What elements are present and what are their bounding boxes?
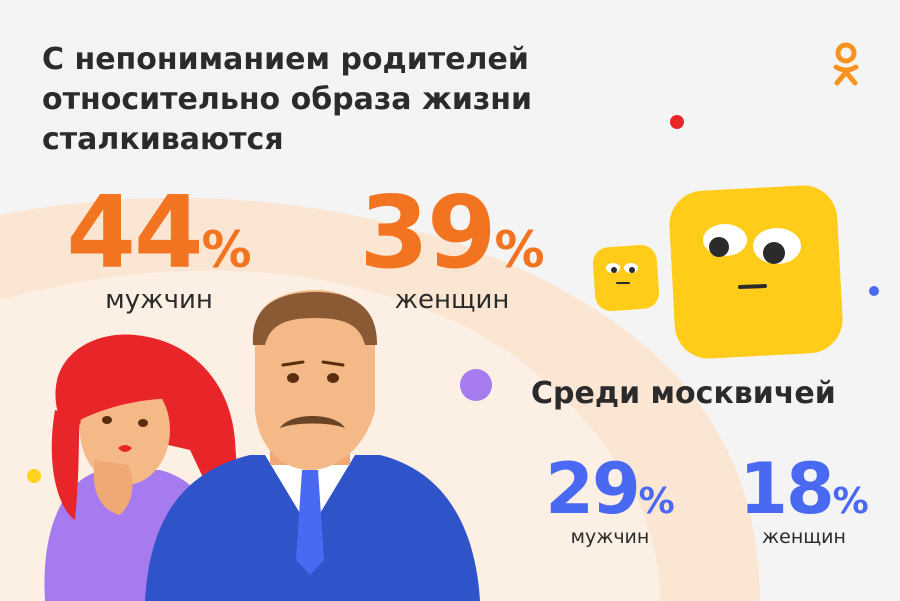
man-illustration <box>145 290 480 601</box>
percent-sign: % <box>201 221 252 279</box>
stat-men-value: 44 <box>66 174 203 291</box>
stat-women-value: 39 <box>359 174 496 291</box>
yellow-dot <box>27 469 41 483</box>
blue-dot <box>869 286 879 296</box>
stat-men-label: мужчин <box>105 285 213 315</box>
percent-sign: % <box>494 221 545 279</box>
headline: С непониманием родителей относительно об… <box>42 40 602 160</box>
stat-men-moscow: 29% мужчин <box>530 452 690 548</box>
headline-line-1: С непониманием родителей <box>42 42 529 77</box>
percent-sign: % <box>638 481 675 522</box>
percent-sign: % <box>832 481 869 522</box>
headline-line-2: относительно образа жизни <box>42 82 533 117</box>
stat-women-moscow: 18% женщин <box>734 452 874 548</box>
stat-men-overall: 44% мужчин <box>44 183 274 316</box>
moscow-title: Среди москвичей <box>531 376 836 411</box>
stat-men-moscow-label: мужчин <box>570 526 650 548</box>
small-yellow-square-mascot-icon <box>592 244 660 312</box>
yellow-square-mascot-icon <box>669 185 843 359</box>
purple-dot <box>460 369 492 401</box>
stat-women-moscow-label: женщин <box>762 526 846 548</box>
stat-women-moscow-value: 18 <box>739 448 834 530</box>
ok-logo-icon <box>833 42 859 86</box>
stat-women-overall: 39% женщин <box>352 183 552 316</box>
stat-men-moscow-value: 29 <box>545 448 640 530</box>
stat-women-label: женщин <box>394 285 510 315</box>
red-dot <box>670 115 684 129</box>
headline-line-3: сталкиваются <box>42 122 284 157</box>
